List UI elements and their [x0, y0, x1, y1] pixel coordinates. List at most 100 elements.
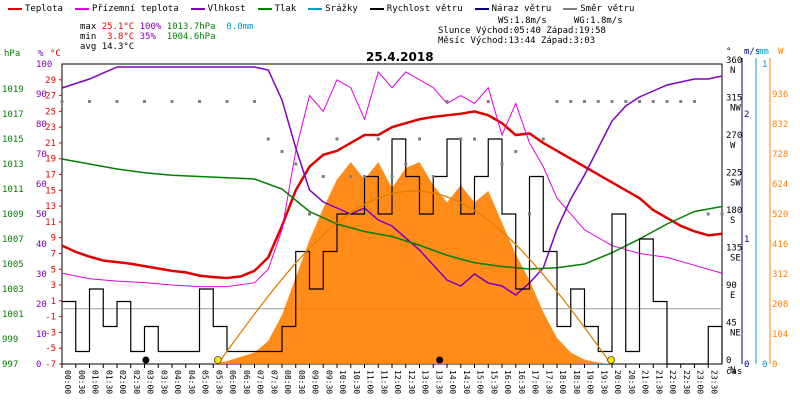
time-tick-label: 17:00: [531, 370, 540, 394]
wind-direction-point: [60, 100, 64, 103]
wind-direction-point: [418, 137, 421, 141]
time-tick-label: 00:00: [63, 370, 72, 394]
wind-direction-point: [266, 137, 270, 141]
time-tick-label: 23:00: [696, 370, 705, 394]
time-tick-label: 05:30: [214, 370, 223, 394]
wind-direction-point: [541, 137, 545, 141]
time-tick-label: 15:30: [489, 370, 498, 394]
time-tick-label: 18:00: [558, 370, 567, 394]
stats-min-press: 1004.6hPa: [166, 32, 216, 42]
wind-unit: m/s: [744, 47, 760, 57]
wind-direction-point: [679, 100, 683, 103]
temp-tick-label: 3: [51, 281, 56, 291]
wind-direction-point: [528, 212, 531, 216]
pct-tick-label: 0: [36, 360, 41, 370]
stats-ws: WS:1.8m/s: [498, 16, 547, 26]
wind-direction-point: [294, 162, 298, 166]
time-tick-label: 10:00: [338, 370, 347, 394]
legend: Teplota Přízemní teplota Vlhkost Tlak Srážky…: [8, 4, 646, 14]
time-tick-label: 19:00: [586, 370, 595, 394]
wind-direction-point: [376, 137, 380, 141]
hpa-tick-label: 1017: [2, 110, 24, 120]
sun-path-arc: [217, 190, 612, 365]
temp-tick-label: 11: [45, 218, 56, 228]
time-tick-label: 13:00: [421, 370, 430, 394]
pct-tick-label: 40: [36, 240, 47, 250]
wind-direction-point: [459, 137, 463, 141]
pct-tick-label: 100: [36, 60, 52, 70]
time-tick-label: 21:00: [641, 370, 650, 394]
dir-tick-label: SW: [730, 179, 741, 189]
time-tick-label: 15:00: [476, 370, 485, 394]
stats-min-temp: 3.8°C: [107, 32, 135, 42]
time-tick-label: 05:00: [201, 370, 210, 394]
wind-direction-point: [225, 100, 229, 103]
wind-direction-point: [514, 150, 518, 153]
rad-tick-label: 936: [772, 90, 788, 100]
time-tick-label: 07:30: [269, 370, 278, 394]
temp-tick-label: 25: [45, 107, 56, 117]
pct-tick-label: 90: [36, 90, 47, 100]
rad-unit: W: [778, 47, 784, 57]
wind-direction-point: [170, 100, 174, 103]
temp-tick-label: -3: [45, 328, 56, 338]
humidity-line: [61, 66, 723, 296]
wind-direction-point: [390, 175, 394, 178]
legend-item: Tlak: [257, 4, 296, 14]
sunset-marker: [607, 356, 615, 364]
time-tick-label: 14:00: [448, 370, 457, 394]
legend-label: Přízemní teplota: [91, 4, 179, 14]
wind-direction-point: [486, 100, 490, 103]
series-lines: [60, 66, 724, 365]
temp-tick-label: 1: [51, 297, 56, 307]
legend-item: Teplota: [8, 4, 63, 14]
stats-max-press: 1013.7hPa: [166, 22, 216, 32]
time-tick-label: 08:00: [283, 370, 292, 394]
legend-swatch: [369, 7, 384, 10]
wind-direction-point: [363, 175, 366, 178]
stats-block: max 25.1°C 100% 1013.7hPa 0.0mm min 3.8°…: [80, 22, 253, 52]
wind-direction-point: [253, 100, 256, 103]
stats-rain: 0.0mm: [226, 22, 254, 32]
hpa-tick-label: 999: [2, 335, 18, 345]
deg-tick-label: 270: [726, 131, 742, 141]
time-tick-label: 08:30: [297, 370, 306, 394]
legend-item: Náraz větru: [474, 4, 551, 14]
wind-direction-point: [280, 150, 284, 153]
wind-direction-point: [610, 100, 614, 103]
wind-direction-point: [473, 137, 476, 141]
legend-swatch: [257, 7, 272, 10]
legend-label: Teplota: [25, 4, 63, 14]
time-tick-label: 16:30: [517, 370, 526, 394]
temp-tick-label: 9: [51, 234, 56, 244]
hpa-tick-label: 1001: [2, 310, 24, 320]
time-tick-label: 13:30: [434, 370, 443, 394]
rad-tick-label: 728: [772, 150, 788, 160]
time-tick-label: 06:00: [228, 370, 237, 394]
temp-tick-label: 21: [45, 139, 56, 149]
time-tick-label: 09:30: [324, 370, 333, 394]
deg-tick-label: 180: [726, 206, 742, 216]
legend-swatch: [563, 7, 578, 10]
rain-tick-label: 1: [762, 60, 767, 70]
legend-swatch: [74, 7, 89, 10]
dir-tick-label: E: [730, 291, 735, 301]
time-tick-label: 17:30: [544, 370, 553, 394]
legend-item: Směr větru: [563, 4, 634, 14]
time-tick-label: 01:00: [91, 370, 100, 394]
legend-label: Rychlost větru: [386, 4, 463, 14]
wind-tick-label: 1: [744, 235, 749, 245]
time-tick-label: 02:30: [132, 370, 141, 394]
time-tick-label: 11:30: [379, 370, 388, 394]
time-tick-label: 03:30: [159, 370, 168, 394]
hpa-tick-label: 1019: [2, 85, 24, 95]
time-unit: čas: [726, 366, 742, 377]
radiation-fill: [213, 162, 612, 364]
time-tick-label: 19:30: [599, 370, 608, 394]
temp-tick-label: 17: [45, 171, 56, 181]
time-tick-label: 11:00: [366, 370, 375, 394]
time-tick-label: 07:00: [256, 370, 265, 394]
wind-tick-label: 0: [744, 360, 749, 370]
pct-tick-label: 60: [36, 180, 47, 190]
temp-tick-label: -7: [45, 360, 56, 370]
